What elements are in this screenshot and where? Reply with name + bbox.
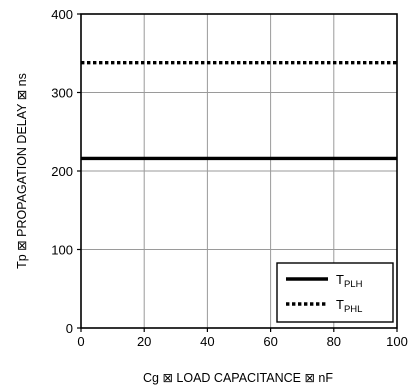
y-axis-label: Tp ⊠ PROPAGATION DELAY ⊠ ns [15,73,29,269]
legend-box [276,262,394,323]
y-tick-label: 400 [51,7,73,22]
tick-labels: 0 20 40 60 80 100 0 100 200 300 400 [51,7,408,349]
x-axis-label: Cg ⊠ LOAD CAPACITANCE ⊠ nF [143,371,333,385]
y-tick-label: 300 [51,86,73,101]
x-tick-label: 20 [137,334,151,349]
y-tick-label: 100 [51,243,73,258]
series-lines [81,60,397,161]
y-tick-label: 0 [66,321,73,336]
grid-lines [81,14,397,328]
x-tick-label: 80 [327,334,341,349]
legend-label-tplh: TPLH [336,272,363,290]
x-tick-label: 60 [263,334,277,349]
y-tick-label: 200 [51,164,73,179]
x-tick-label: 40 [200,334,214,349]
legend-label-tphl: TPHL [336,297,362,315]
x-tick-label: 0 [77,334,84,349]
legend: TPLH TPHL [276,262,394,323]
x-tick-label: 100 [386,334,408,349]
